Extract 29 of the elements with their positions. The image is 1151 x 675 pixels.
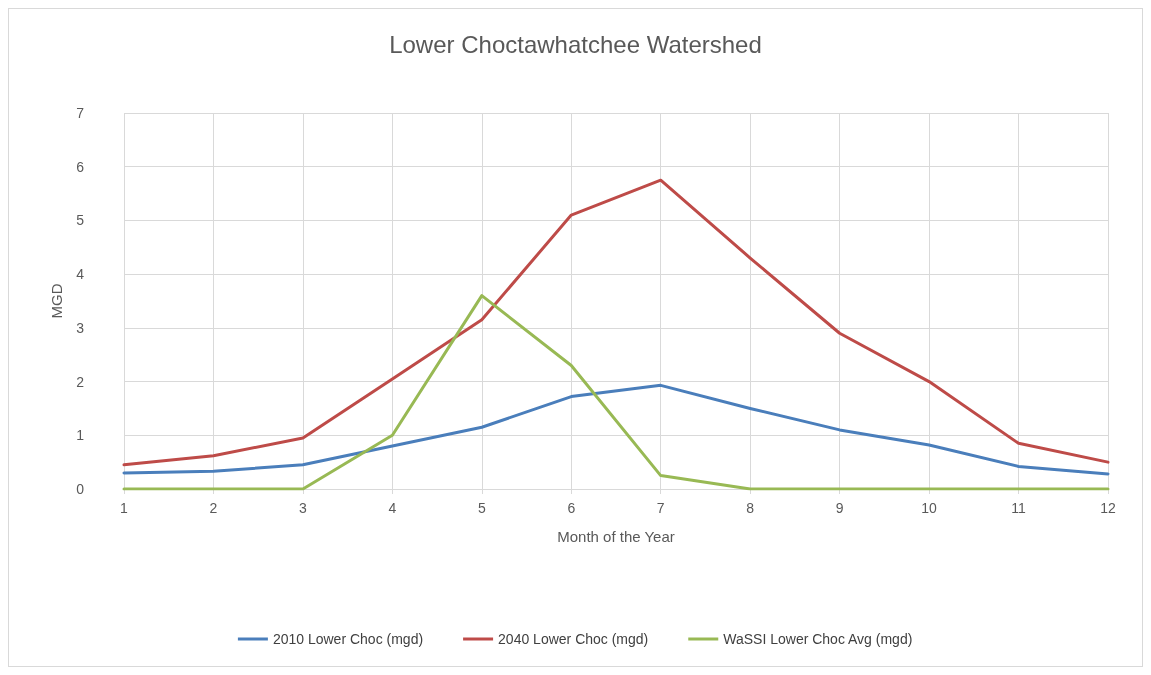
x-tick-label: 8 [746,500,755,516]
legend-label: 2010 Lower Choc (mgd) [272,631,424,647]
x-tick-label: 10 [921,500,938,516]
x-tick-label: 4 [388,500,397,516]
y-tick-label: 4 [76,266,85,283]
x-tick-label: 9 [835,500,844,516]
y-tick-label: 2 [76,373,85,390]
x-tick-label: 1 [120,500,129,516]
x-tick-label: 12 [1100,500,1116,516]
y-axis-title: MGD [48,283,65,319]
y-tick-label: 3 [76,319,85,336]
x-tick-label: 2 [209,500,218,516]
legend-label: WaSSI Lower Choc Avg (mgd) [723,631,913,647]
x-tick-label: 5 [477,500,486,516]
y-tick-label: 0 [76,481,85,497]
line-series [122,383,1110,476]
x-tick-label: 6 [567,500,576,516]
y-tick-label: 5 [76,212,85,229]
y-tick-label: 1 [76,427,85,444]
x-axis-title: Month of the Year [557,528,675,545]
line-series [122,178,1110,467]
x-tick-label: 11 [1011,500,1027,516]
line-series [122,294,1110,491]
y-tick-label: 7 [76,105,85,121]
chart-title: Lower Choctawhatchee Watershed [389,30,762,58]
y-tick-label: 6 [76,158,85,175]
x-tick-label: 3 [299,500,308,516]
legend-label: 2040 Lower Choc (mgd) [498,631,649,647]
x-tick-label: 7 [656,500,665,516]
